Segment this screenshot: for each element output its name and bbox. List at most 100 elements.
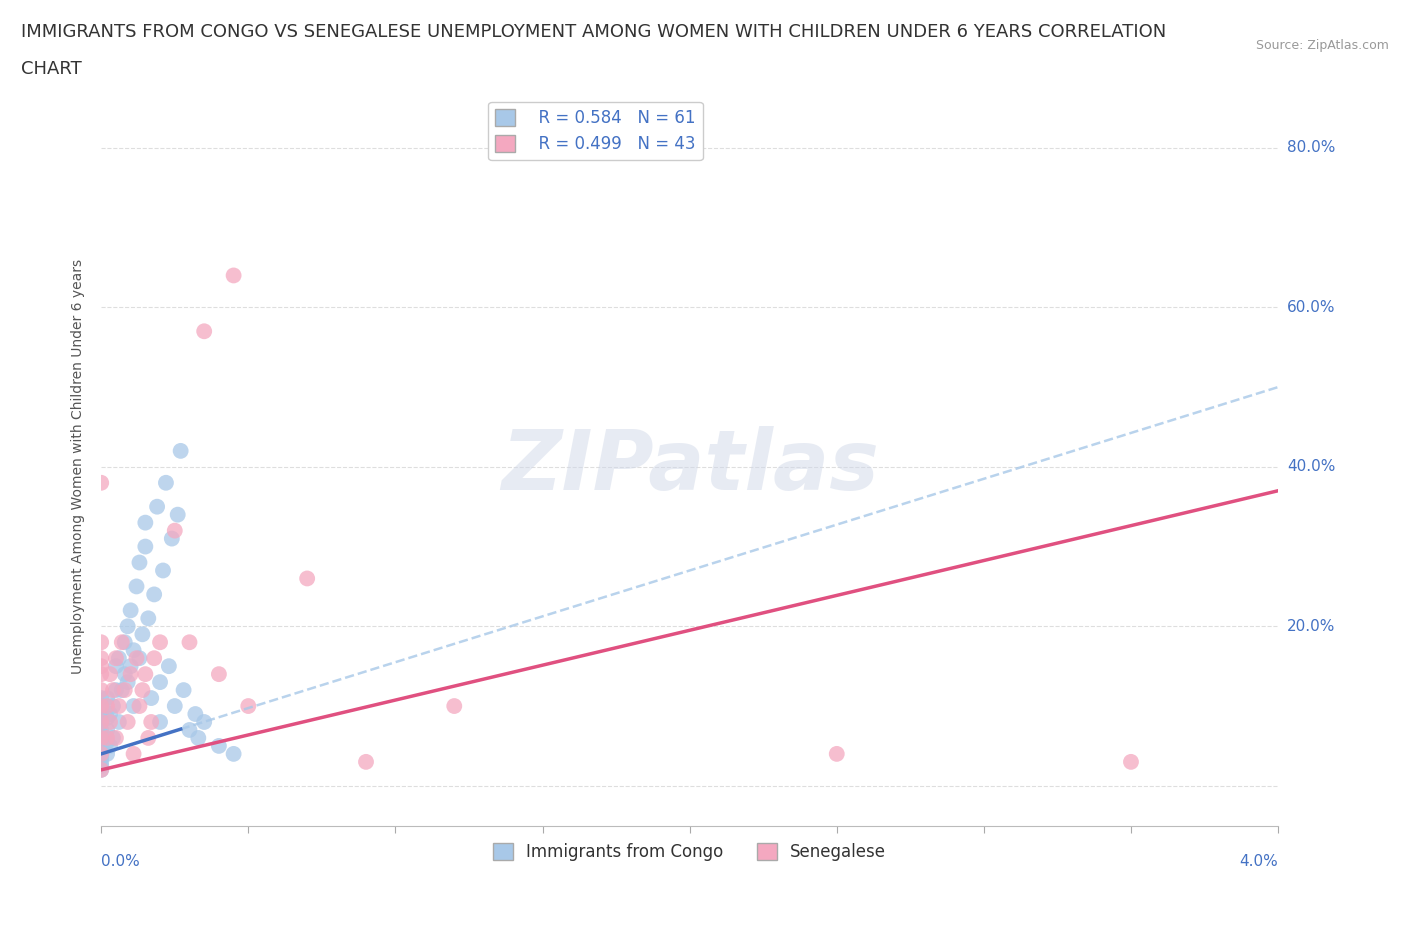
Point (149, 674, 172, 689)
Point (120, 603, 142, 618)
Point (117, 618, 139, 633)
Point (108, 651, 131, 666)
Point (179, 635, 201, 650)
Point (443, 698, 465, 713)
Point (90, 691, 112, 706)
Point (163, 698, 186, 713)
Point (825, 747, 848, 762)
Point (111, 683, 134, 698)
Point (166, 507, 188, 522)
Text: Source: ZipAtlas.com: Source: ZipAtlas.com (1256, 39, 1389, 52)
Point (128, 555, 150, 570)
Point (149, 635, 172, 650)
Point (122, 643, 145, 658)
Point (193, 324, 215, 339)
Point (238, 698, 260, 713)
Point (108, 714, 131, 729)
Point (90, 763, 112, 777)
Point (128, 698, 150, 713)
Point (122, 747, 145, 762)
Point (90, 758, 112, 773)
Point (136, 611, 159, 626)
Point (1119, 754, 1142, 769)
Point (134, 515, 156, 530)
Point (125, 579, 148, 594)
Point (90, 754, 112, 769)
Point (114, 635, 136, 650)
Point (120, 667, 142, 682)
Point (96, 698, 118, 713)
Point (90, 751, 112, 765)
Point (104, 730, 127, 745)
Text: 0.0%: 0.0% (101, 854, 141, 869)
Text: 20.0%: 20.0% (1286, 618, 1336, 634)
Point (90, 738, 112, 753)
Point (354, 754, 377, 769)
Point (90, 658, 112, 673)
Point (90, 635, 112, 650)
Text: IMMIGRANTS FROM CONGO VS SENEGALESE UNEMPLOYMENT AMONG WOMEN WITH CHILDREN UNDER: IMMIGRANTS FROM CONGO VS SENEGALESE UNEM… (21, 23, 1167, 41)
Point (187, 730, 209, 745)
Point (141, 714, 163, 729)
Point (96, 747, 118, 762)
Point (90, 714, 112, 729)
Point (169, 444, 191, 458)
Point (184, 707, 207, 722)
Point (90, 747, 112, 762)
Point (149, 714, 172, 729)
Point (131, 627, 153, 642)
Point (90, 723, 112, 737)
Point (98, 707, 121, 722)
Text: ZIPatlas: ZIPatlas (501, 426, 879, 508)
Point (193, 714, 215, 729)
Point (114, 683, 136, 698)
Legend: Immigrants from Congo, Senegalese: Immigrants from Congo, Senegalese (486, 836, 893, 868)
Point (90, 763, 112, 777)
Point (117, 714, 139, 729)
Point (141, 691, 163, 706)
Point (136, 730, 159, 745)
Point (134, 539, 156, 554)
Point (104, 683, 127, 698)
Point (90, 730, 112, 745)
Point (157, 658, 180, 673)
Point (134, 667, 156, 682)
Text: 40.0%: 40.0% (1286, 459, 1336, 474)
Point (143, 587, 166, 602)
Point (114, 667, 136, 682)
Point (179, 723, 201, 737)
Point (96, 730, 118, 745)
Point (122, 698, 145, 713)
Point (98, 667, 121, 682)
Point (152, 563, 174, 578)
Point (173, 683, 195, 698)
Point (90, 683, 112, 698)
Text: 80.0%: 80.0% (1286, 140, 1336, 155)
Point (90, 475, 112, 490)
Point (117, 674, 139, 689)
Point (163, 524, 186, 538)
Point (160, 531, 183, 546)
Point (101, 730, 124, 745)
Point (98, 714, 121, 729)
Point (90, 714, 112, 729)
Point (90, 651, 112, 666)
Point (90, 747, 112, 762)
Point (90, 698, 112, 713)
Point (96, 691, 118, 706)
Point (155, 475, 177, 490)
Point (104, 658, 127, 673)
Point (104, 651, 127, 666)
Point (96, 711, 118, 725)
Point (90, 730, 112, 745)
Point (146, 499, 169, 514)
Point (108, 698, 131, 713)
Point (90, 707, 112, 722)
Point (120, 658, 142, 673)
Y-axis label: Unemployment Among Women with Children Under 6 years: Unemployment Among Women with Children U… (72, 259, 86, 674)
Point (90, 726, 112, 741)
Text: 60.0%: 60.0% (1286, 299, 1336, 315)
Point (90, 667, 112, 682)
Point (90, 698, 112, 713)
Text: CHART: CHART (21, 60, 82, 78)
